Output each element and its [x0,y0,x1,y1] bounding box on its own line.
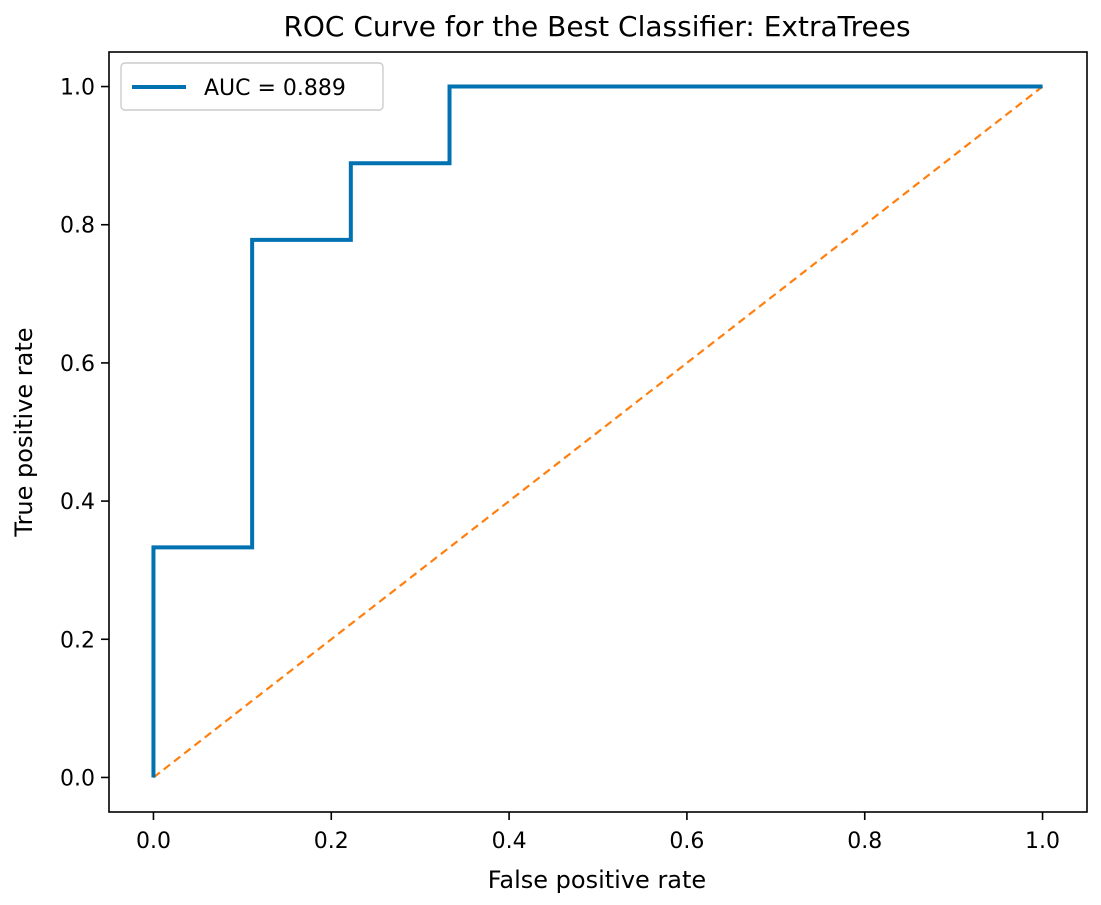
baseline-diagonal-line [152,85,1044,779]
y-tick-label: 0.0 [60,766,95,791]
legend-box [120,62,384,111]
legend: AUC = 0.889 [120,62,384,111]
y-tick-label: 0.2 [60,628,95,653]
plot-frame [108,51,1088,813]
legend-label-auc: AUC = 0.889 [204,76,346,101]
x-tick-label: 0.4 [492,829,527,854]
roc-curve-line [151,84,1043,778]
x-axis-ticks: 0.0 0.2 0.4 0.6 0.8 1.0 [136,812,1060,854]
y-axis-ticks: 0.0 0.2 0.4 0.6 0.8 1.0 [60,76,109,791]
series-layer [151,84,1044,779]
x-tick-label: 0.2 [314,829,349,854]
x-axis-label: False positive rate [488,866,706,894]
x-tick-label: 0.8 [847,829,882,854]
x-tick-label: 0.0 [136,829,171,854]
y-tick-label: 0.6 [60,352,95,377]
x-tick-label: 0.6 [669,829,704,854]
y-tick-label: 1.0 [60,76,95,101]
chart-title: ROC Curve for the Best Classifier: Extra… [283,10,910,43]
x-tick-label: 1.0 [1025,829,1060,854]
y-tick-label: 0.4 [60,490,95,515]
y-tick-label: 0.8 [60,214,95,239]
y-axis-label: True positive rate [10,327,38,537]
